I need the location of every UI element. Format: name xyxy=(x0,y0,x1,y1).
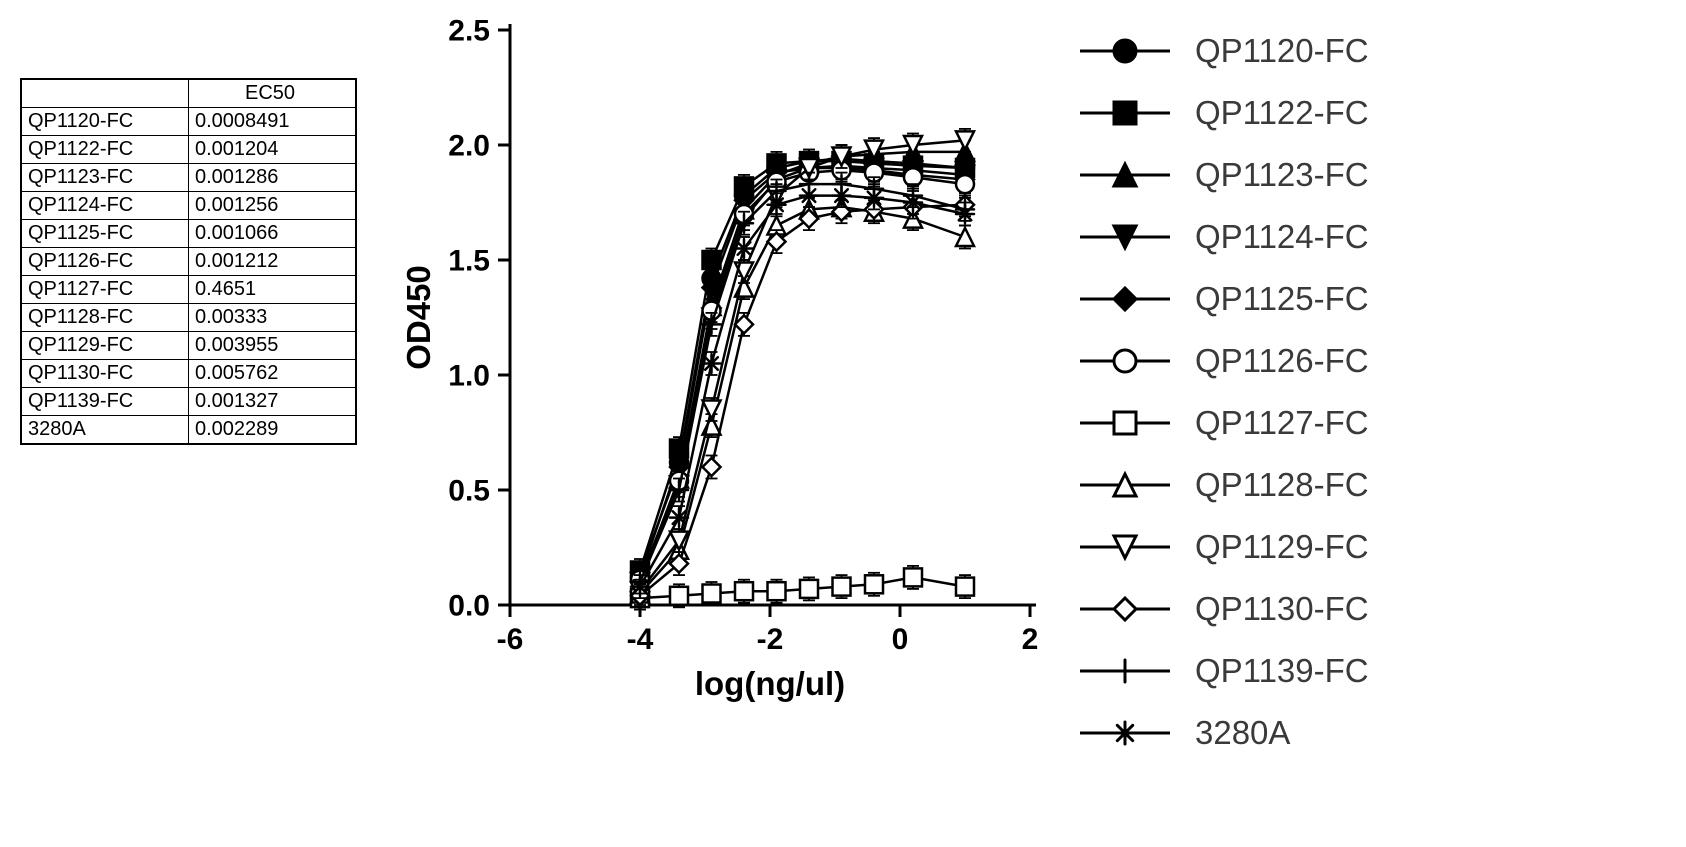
ec50-cell-value: 0.001212 xyxy=(189,248,357,276)
ec50-header-blank xyxy=(21,79,189,108)
ec50-cell-value: 0.001204 xyxy=(189,136,357,164)
ec50-cell-name: QP1123-FC xyxy=(21,164,189,192)
legend-marker-icon xyxy=(1075,465,1175,505)
legend-marker-icon xyxy=(1075,713,1175,753)
ec50-table-header-row: EC50 xyxy=(21,79,356,108)
legend-label: 3280A xyxy=(1195,714,1290,752)
svg-text:0.0: 0.0 xyxy=(448,590,490,623)
dose-response-chart: -6 -4 -2 0 2 0.0 0.5 1.0 1.5 2.0 2.5 OD450 log(ng/ul… xyxy=(390,0,1040,760)
legend-marker-icon xyxy=(1075,651,1175,691)
ec50-cell-name: QP1139-FC xyxy=(21,388,189,416)
ec50-cell-name: QP1130-FC xyxy=(21,360,189,388)
table-row: 3280A0.002289 xyxy=(21,416,356,445)
chart-legend: QP1120-FC QP1122-FC QP1123-FC QP1124-FC QP11… xyxy=(1075,20,1369,764)
ec50-cell-value: 0.001327 xyxy=(189,388,357,416)
ec50-cell-value: 0.001286 xyxy=(189,164,357,192)
legend-item: QP1139-FC xyxy=(1075,640,1369,702)
svg-text:1.5: 1.5 xyxy=(448,245,490,278)
ec50-cell-name: QP1129-FC xyxy=(21,332,189,360)
legend-marker-icon xyxy=(1075,527,1175,567)
legend-item: 3280A xyxy=(1075,702,1369,764)
ec50-cell-name: QP1124-FC xyxy=(21,192,189,220)
table-row: QP1123-FC0.001286 xyxy=(21,164,356,192)
table-row: QP1127-FC0.4651 xyxy=(21,276,356,304)
ec50-header-ec50: EC50 xyxy=(189,79,357,108)
legend-label: QP1130-FC xyxy=(1195,590,1369,628)
legend-item: QP1122-FC xyxy=(1075,82,1369,144)
ec50-cell-value: 0.00333 xyxy=(189,304,357,332)
svg-text:2.0: 2.0 xyxy=(448,130,490,163)
ec50-table: EC50 QP1120-FC0.0008491QP1122-FC0.001204… xyxy=(20,78,357,445)
legend-item: QP1120-FC xyxy=(1075,20,1369,82)
svg-text:-4: -4 xyxy=(627,623,654,656)
table-row: QP1126-FC0.001212 xyxy=(21,248,356,276)
legend-marker-icon xyxy=(1075,279,1175,319)
ec50-cell-name: QP1122-FC xyxy=(21,136,189,164)
table-row: QP1130-FC0.005762 xyxy=(21,360,356,388)
svg-text:0.5: 0.5 xyxy=(448,475,490,508)
legend-label: QP1122-FC xyxy=(1195,94,1369,132)
legend-item: QP1124-FC xyxy=(1075,206,1369,268)
svg-text:-2: -2 xyxy=(757,623,784,656)
table-row: QP1128-FC0.00333 xyxy=(21,304,356,332)
legend-item: QP1123-FC xyxy=(1075,144,1369,206)
ec50-cell-value: 0.005762 xyxy=(189,360,357,388)
page-root: EC50 QP1120-FC0.0008491QP1122-FC0.001204… xyxy=(0,0,1686,847)
legend-marker-icon xyxy=(1075,341,1175,381)
legend-label: QP1120-FC xyxy=(1195,32,1369,70)
svg-text:-6: -6 xyxy=(497,623,524,656)
legend-label: QP1129-FC xyxy=(1195,528,1369,566)
legend-label: QP1123-FC xyxy=(1195,156,1369,194)
ec50-cell-value: 0.0008491 xyxy=(189,108,357,136)
table-row: QP1129-FC0.003955 xyxy=(21,332,356,360)
legend-marker-icon xyxy=(1075,217,1175,257)
ec50-cell-value: 0.003955 xyxy=(189,332,357,360)
table-row: QP1122-FC0.001204 xyxy=(21,136,356,164)
ec50-cell-value: 0.4651 xyxy=(189,276,357,304)
ec50-cell-name: QP1120-FC xyxy=(21,108,189,136)
ec50-cell-name: QP1125-FC xyxy=(21,220,189,248)
svg-text:OD450: OD450 xyxy=(400,265,437,370)
legend-marker-icon xyxy=(1075,31,1175,71)
legend-label: QP1126-FC xyxy=(1195,342,1369,380)
ec50-cell-name: QP1126-FC xyxy=(21,248,189,276)
legend-item: QP1125-FC xyxy=(1075,268,1369,330)
legend-marker-icon xyxy=(1075,403,1175,443)
ec50-cell-value: 0.001256 xyxy=(189,192,357,220)
ec50-cell-name: QP1127-FC xyxy=(21,276,189,304)
legend-label: QP1125-FC xyxy=(1195,280,1369,318)
table-row: QP1120-FC0.0008491 xyxy=(21,108,356,136)
table-row: QP1139-FC0.001327 xyxy=(21,388,356,416)
legend-label: QP1128-FC xyxy=(1195,466,1369,504)
legend-item: QP1130-FC xyxy=(1075,578,1369,640)
table-row: QP1125-FC0.001066 xyxy=(21,220,356,248)
svg-text:log(ng/ul): log(ng/ul) xyxy=(695,665,845,702)
legend-item: QP1127-FC xyxy=(1075,392,1369,454)
legend-item: QP1129-FC xyxy=(1075,516,1369,578)
legend-marker-icon xyxy=(1075,155,1175,195)
ec50-cell-value: 0.001066 xyxy=(189,220,357,248)
legend-label: QP1139-FC xyxy=(1195,652,1369,690)
svg-text:0: 0 xyxy=(892,623,909,656)
svg-text:2.5: 2.5 xyxy=(448,15,490,48)
chart-svg: -6 -4 -2 0 2 0.0 0.5 1.0 1.5 2.0 2.5 OD450 log(ng/ul… xyxy=(390,0,1040,760)
legend-label: QP1127-FC xyxy=(1195,404,1369,442)
legend-marker-icon xyxy=(1075,589,1175,629)
legend-marker-icon xyxy=(1075,93,1175,133)
legend-item: QP1128-FC xyxy=(1075,454,1369,516)
ec50-cell-name: 3280A xyxy=(21,416,189,445)
legend-item: QP1126-FC xyxy=(1075,330,1369,392)
svg-text:1.0: 1.0 xyxy=(448,360,490,393)
ec50-cell-name: QP1128-FC xyxy=(21,304,189,332)
svg-text:2: 2 xyxy=(1022,623,1039,656)
ec50-cell-value: 0.002289 xyxy=(189,416,357,445)
legend-label: QP1124-FC xyxy=(1195,218,1369,256)
table-row: QP1124-FC0.001256 xyxy=(21,192,356,220)
